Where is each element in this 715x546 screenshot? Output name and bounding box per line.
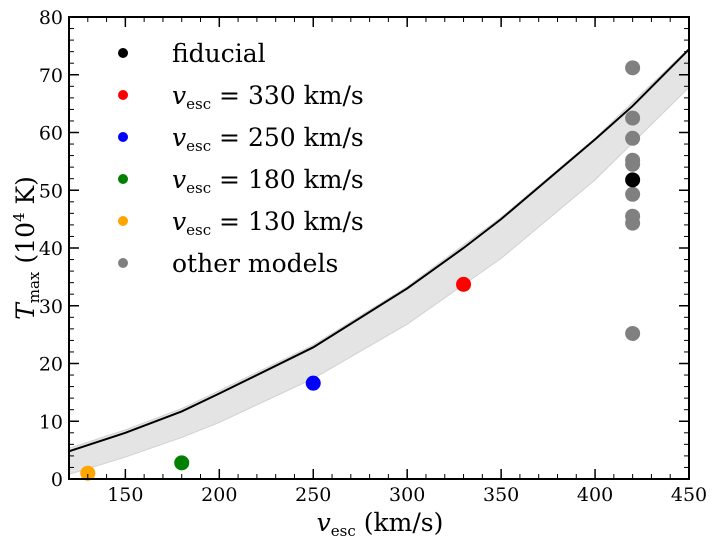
legend-label: fiducial <box>172 39 266 68</box>
y-axis-title-units-prefix: (10 <box>11 222 40 264</box>
legend-label: vesc = 130 km/s <box>172 207 364 239</box>
legend-label-sub: esc <box>186 137 211 155</box>
x-axis-title-main: v <box>317 508 331 537</box>
data-point-other-models <box>625 110 641 126</box>
legend-label: vesc = 180 km/s <box>172 165 364 197</box>
legend-label-rest: = 180 km/s <box>211 165 364 194</box>
uncertainty-band <box>69 47 689 475</box>
plot-area <box>69 47 689 481</box>
x-tick-label: 350 <box>483 484 519 506</box>
x-axis-title: vesc (km/s) <box>317 508 444 540</box>
legend-label-main: v <box>172 81 186 110</box>
x-tick-label: 150 <box>107 484 143 506</box>
legend-label-main: v <box>172 207 186 236</box>
data-point-vesc-250-km-s <box>305 375 321 391</box>
y-tick-label: 30 <box>39 296 63 318</box>
data-point-fiducial <box>625 172 641 188</box>
y-tick-label: 80 <box>39 7 63 29</box>
y-tick-label: 40 <box>39 238 63 260</box>
plot-contents <box>69 47 689 475</box>
y-axis-title-units-exp: 4 <box>10 212 28 222</box>
x-tick-label: 300 <box>389 484 425 506</box>
y-axis-title-main: T <box>11 301 40 320</box>
x-axis-title-units: (km/s) <box>364 508 444 537</box>
y-tick-label: 70 <box>39 65 63 87</box>
legend-label: vesc = 330 km/s <box>172 81 364 113</box>
data-point-vesc-130-km-s <box>80 465 96 481</box>
x-axis-title-sub: esc <box>331 522 356 540</box>
data-point-vesc-180-km-s <box>174 455 190 471</box>
legend-label-sub: esc <box>186 95 211 113</box>
plot-frame <box>68 16 690 480</box>
y-tick-label: 0 <box>51 469 63 491</box>
y-axis-title-sub: max <box>25 271 43 303</box>
axes: 150 200 250 300 350 400 450 0 10 20 30 40 50 60 70 80 <box>39 7 707 506</box>
y-tick-label: 60 <box>39 123 63 145</box>
legend-marker <box>118 90 128 100</box>
data-point-other-models <box>625 130 641 146</box>
legend-label-sub: esc <box>186 179 211 197</box>
legend-label: other models <box>172 249 338 278</box>
legend-label-rest: = 330 km/s <box>211 81 364 110</box>
legend-marker <box>118 174 128 184</box>
legend-label: vesc = 250 km/s <box>172 123 364 155</box>
y-tick-label: 20 <box>39 354 63 376</box>
x-tick-label: 200 <box>201 484 237 506</box>
y-tick-label: 10 <box>39 411 63 433</box>
x-tick-label: 250 <box>295 484 331 506</box>
data-point-other-models <box>625 60 641 76</box>
legend-marker <box>118 216 128 226</box>
x-tick-label: 400 <box>577 484 613 506</box>
data-point-vesc-330-km-s <box>456 276 472 292</box>
y-axis-title-units-suffix: K) <box>11 176 40 212</box>
legend-label-main: v <box>172 165 186 194</box>
legend-label-sub: esc <box>186 221 211 239</box>
fit-curve <box>69 48 689 453</box>
legend-label-rest: = 250 km/s <box>211 123 364 152</box>
legend-marker <box>118 48 128 58</box>
legend-marker <box>118 132 128 142</box>
data-point-other-models <box>625 325 641 341</box>
legend-label-rest: = 130 km/s <box>211 207 364 236</box>
legend-label-main: v <box>172 123 186 152</box>
y-axis-title: Tmax (104 K) <box>10 176 43 320</box>
data-point-other-models <box>625 215 641 231</box>
x-tick-label: 450 <box>671 484 707 506</box>
data-point-other-models <box>625 156 641 172</box>
data-point-other-models <box>625 186 641 202</box>
legend-marker <box>118 258 128 268</box>
y-tick-label: 50 <box>39 180 63 202</box>
